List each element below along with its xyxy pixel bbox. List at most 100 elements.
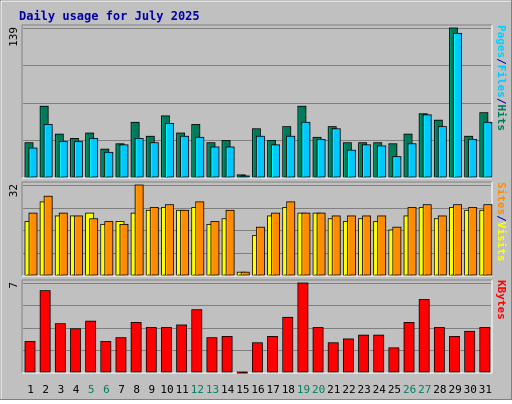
legend-kbytes: KBytes (495, 280, 508, 320)
chart-panel-hits-files: 139 Pages/Files/Hits (7, 24, 508, 179)
bar-files-day-26 (407, 143, 417, 178)
bar-fill (256, 226, 265, 276)
chart-title: Daily usage for July 2025 (19, 9, 200, 23)
bar-sites-day-31 (483, 204, 493, 276)
x-tick-day-21: 21 (327, 383, 340, 396)
bar-kbytes-day-12 (191, 309, 203, 373)
bar-fill (240, 271, 250, 276)
bar-fill (286, 201, 296, 276)
bar-files-day-16 (256, 135, 265, 178)
bar-fill (210, 146, 220, 178)
bar-fill (342, 338, 354, 373)
bar-fill (377, 215, 387, 276)
x-tick-day-3: 3 (58, 383, 65, 396)
bar-files-day-21 (331, 128, 341, 178)
bar-files-day-10 (165, 123, 174, 178)
bar-fill (373, 334, 385, 373)
bar-fill (403, 322, 415, 373)
bar-fill (149, 207, 159, 276)
bar-files-day-5 (89, 138, 99, 178)
bar-fill (468, 139, 478, 178)
bar-sites-day-6 (104, 221, 114, 276)
bar-fill (149, 142, 159, 178)
bar-files-day-4 (74, 141, 83, 178)
y-max-label: 32 (7, 184, 20, 197)
bar-fill (256, 135, 265, 178)
bar-fill (195, 201, 205, 276)
bar-kbytes-day-8 (130, 322, 142, 373)
legend-visits: Visits (495, 222, 508, 262)
bar-fill (271, 144, 280, 178)
bar-kbytes-day-25 (388, 347, 400, 373)
bar-sites-day-27 (422, 204, 432, 276)
bar-files-day-1 (28, 147, 38, 178)
bar-fill (28, 147, 38, 178)
bar-sites-day-7 (119, 223, 129, 276)
bar-files-day-2 (43, 124, 53, 178)
bar-fill (119, 144, 129, 178)
bar-fill (331, 128, 341, 178)
bar-fill (346, 215, 356, 276)
bar-kbytes-day-18 (282, 316, 294, 373)
bar-fill (28, 212, 38, 276)
bar-fill (418, 299, 430, 373)
bar-sites-day-30 (468, 207, 478, 276)
legend-pages: Pages (495, 25, 508, 58)
bar-sites-day-1 (28, 212, 38, 276)
bar-fill (437, 215, 447, 276)
bar-fill (191, 309, 203, 373)
bar-fill (297, 282, 309, 373)
bar-fill (206, 337, 218, 373)
bar-fill (130, 322, 142, 373)
legend-files: Files (495, 65, 508, 98)
bar-kbytes-day-30 (464, 330, 476, 373)
legend-hits: Hits (495, 105, 508, 132)
x-tick-day-28: 28 (433, 383, 446, 396)
bar-kbytes-day-3 (54, 323, 66, 373)
bar-files-day-17 (271, 144, 280, 178)
bar-sites-day-8 (134, 184, 144, 276)
bar-files-day-31 (483, 121, 493, 178)
bar-sites-day-29 (453, 204, 462, 276)
bar-kbytes-day-24 (373, 334, 385, 373)
bar-fill (89, 218, 99, 276)
bar-fill (176, 324, 188, 373)
bar-kbytes-day-9 (145, 327, 157, 373)
bar-sites-day-20 (316, 212, 326, 276)
bar-sites-day-23 (362, 215, 371, 276)
bar-fill (100, 341, 112, 373)
bar-kbytes-day-6 (100, 341, 112, 373)
bar-fill (119, 223, 129, 276)
bar-fill (134, 184, 144, 276)
x-tick-day-9: 9 (149, 383, 156, 396)
bar-sites-day-16 (256, 226, 265, 276)
x-tick-day-10: 10 (160, 383, 173, 396)
bar-fill (301, 121, 311, 178)
bar-kbytes-day-19 (297, 282, 309, 373)
bar-kbytes-day-1 (24, 341, 36, 373)
x-tick-day-14: 14 (221, 383, 235, 396)
bar-fill (327, 342, 339, 373)
bar-kbytes-day-13 (206, 337, 218, 373)
bar-fill (180, 209, 190, 276)
bar-files-day-18 (286, 135, 296, 178)
bar-fill (316, 139, 326, 178)
bar-fill (388, 347, 400, 373)
bar-fill (286, 135, 296, 178)
bar-fill (43, 195, 53, 276)
bar-kbytes-day-21 (327, 342, 339, 373)
bar-sites-day-14 (225, 209, 235, 276)
bar-sites-day-5 (89, 218, 99, 276)
bar-kbytes-day-2 (39, 290, 51, 373)
bar-files-day-8 (134, 138, 144, 178)
bar-fill (316, 212, 326, 276)
y-max-label: 139 (7, 27, 20, 47)
bar-fill (225, 209, 235, 276)
bar-fill (252, 342, 263, 373)
bar-fill (221, 335, 233, 373)
bar-fill (433, 327, 445, 373)
x-tick-day-24: 24 (373, 383, 387, 396)
bar-kbytes-day-5 (85, 320, 97, 373)
legend-: / (495, 215, 508, 222)
